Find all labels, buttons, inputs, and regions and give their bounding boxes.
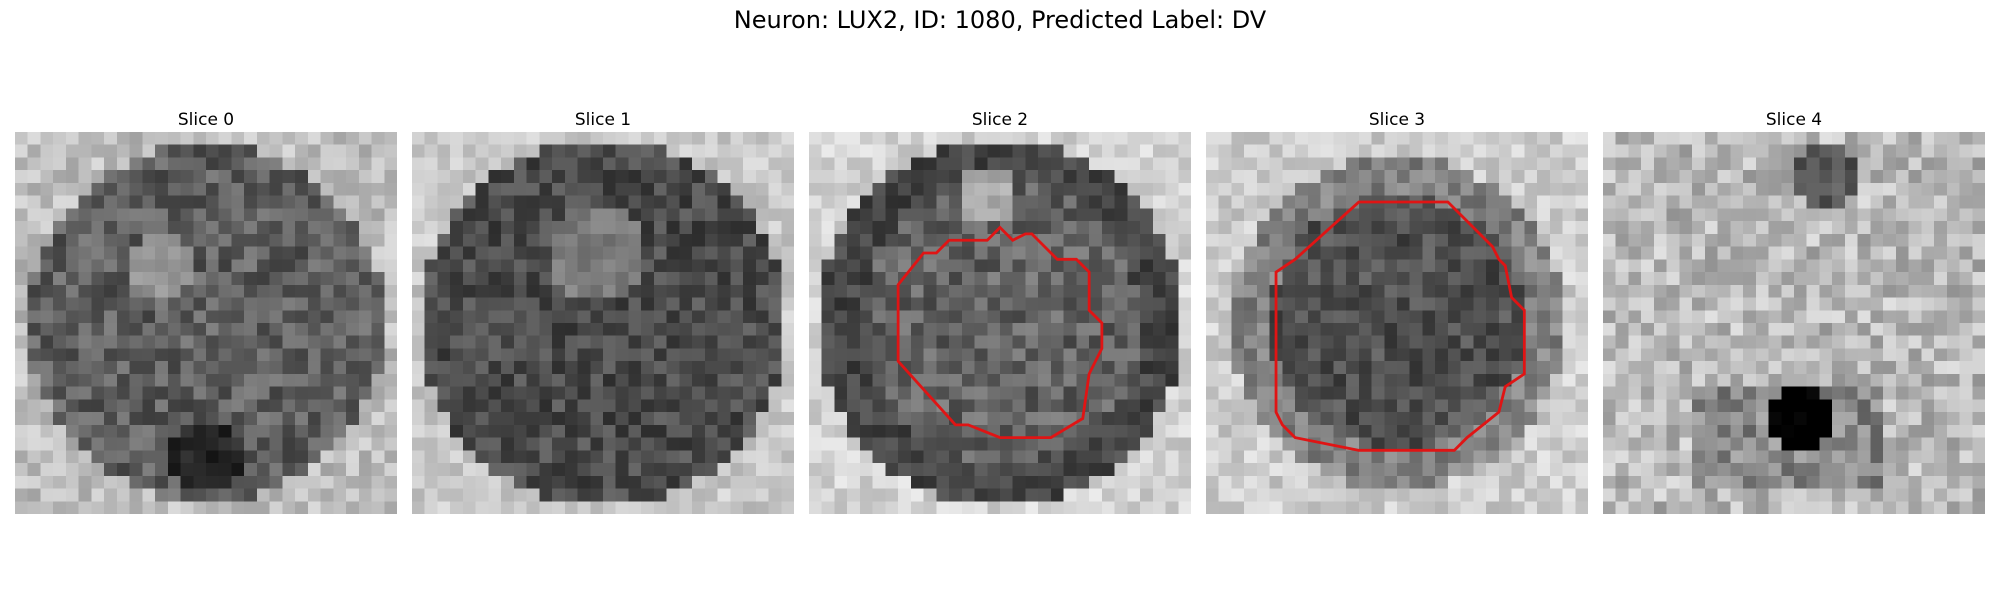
figure-title: Neuron: LUX2, ID: 1080, Predicted Label:… bbox=[733, 6, 1267, 34]
slice-title: Slice 2 bbox=[971, 110, 1029, 130]
slice-panel-1: Slice 1 bbox=[412, 108, 794, 514]
slice-image bbox=[1603, 132, 1985, 514]
slice-panel-0: Slice 0 bbox=[15, 108, 397, 514]
slice-image bbox=[809, 132, 1191, 514]
slice-panel-4: Slice 4 bbox=[1603, 108, 1985, 514]
slice-title: Slice 0 bbox=[177, 110, 235, 130]
slice-image bbox=[1206, 132, 1588, 514]
segmentation-contour bbox=[1274, 200, 1526, 452]
slice-panel-2: Slice 2 bbox=[809, 108, 1191, 514]
slice-title: Slice 3 bbox=[1368, 110, 1426, 130]
slice-panel-3: Slice 3 bbox=[1206, 108, 1588, 514]
slice-title: Slice 4 bbox=[1765, 110, 1823, 130]
slice-image bbox=[412, 132, 794, 514]
segmentation-contour bbox=[896, 225, 1104, 440]
slice-image bbox=[15, 132, 397, 514]
slice-title: Slice 1 bbox=[574, 110, 632, 130]
